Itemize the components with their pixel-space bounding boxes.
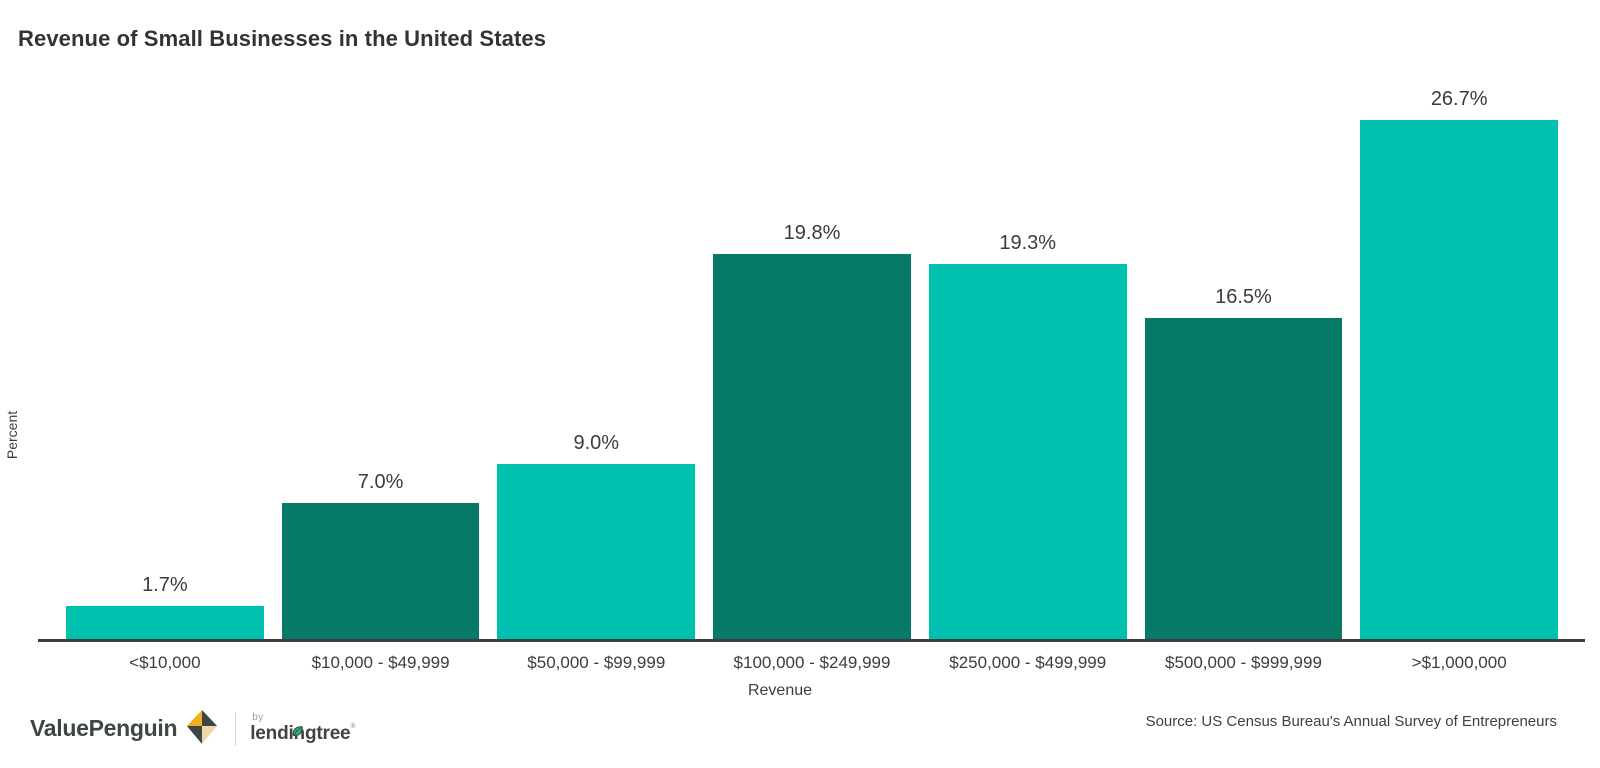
bar-value-label: 26.7%: [1430, 88, 1488, 110]
bar-column: 26.7%: [1360, 88, 1559, 639]
x-axis-title: Revenue: [747, 682, 813, 699]
lendingtree-logo: by lendingtree®: [250, 711, 355, 745]
bar-value-label: 19.8%: [783, 222, 841, 245]
bar-chart: Percent 1.7% 7.0% 9.0% 19.8% 19.3% 16.5% 26.7%…: [0, 82, 1600, 700]
bar: [1360, 120, 1559, 639]
chart-title: Revenue of Small Businesses in the Unite…: [18, 26, 547, 51]
chart-footer: ValuePenguin by lendingtree®: [0, 704, 1600, 751]
bar-column: 9.0%: [497, 432, 696, 639]
bar-column: 16.5%: [1144, 286, 1343, 639]
bar-value-label: 16.5%: [1215, 286, 1272, 309]
plot-area: 1.7% 7.0% 9.0% 19.8% 19.3% 16.5% 26.7%: [38, 82, 1585, 642]
bar-column: 19.3%: [928, 231, 1127, 639]
x-axis-tick-labels: <$10,000 $10,000 - $49,999 $50,000 - $99,9…: [38, 653, 1585, 673]
source-attribution: Source: US Census Bureau's Annual Survey…: [1145, 713, 1557, 730]
bar-value-label: 19.3%: [999, 231, 1057, 254]
bar-value-label: 1.7%: [142, 574, 188, 596]
bar-value-label: 7.0%: [357, 470, 404, 493]
x-tick-label: $500,000 - $999,999: [1164, 653, 1322, 672]
bar-column: 1.7%: [66, 574, 264, 639]
leaf-icon: [291, 722, 304, 744]
bar: [66, 606, 264, 639]
x-tick-label: $50,000 - $99,999: [527, 653, 666, 672]
registered-mark: ®: [350, 722, 356, 730]
x-tick-label: $250,000 - $499,999: [949, 653, 1107, 672]
bar-value-label: 9.0%: [573, 432, 620, 455]
bar-column: 7.0%: [281, 470, 480, 639]
bar: [713, 254, 911, 639]
lendingtree-wordmark: lendingtree®: [250, 723, 355, 744]
bar: [497, 464, 696, 639]
bar: [1144, 318, 1343, 639]
y-axis-label: Percent: [4, 410, 20, 460]
bar: [928, 263, 1127, 639]
valuepenguin-mark-icon: [185, 708, 219, 751]
lendingtree-by-label: by: [252, 711, 264, 723]
valuepenguin-wordmark: ValuePenguin: [30, 715, 178, 741]
logo-divider: [235, 711, 237, 746]
x-tick-label: $100,000 - $249,999: [733, 653, 891, 672]
bar-column: 19.8%: [713, 222, 911, 639]
x-tick-label: <$10,000: [129, 653, 201, 672]
x-tick-label: $10,000 - $49,999: [311, 653, 450, 672]
x-tick-label: >$1,000,000: [1411, 653, 1507, 672]
valuepenguin-logo: ValuePenguin by lendingtree®: [30, 706, 356, 751]
bar: [281, 502, 480, 639]
